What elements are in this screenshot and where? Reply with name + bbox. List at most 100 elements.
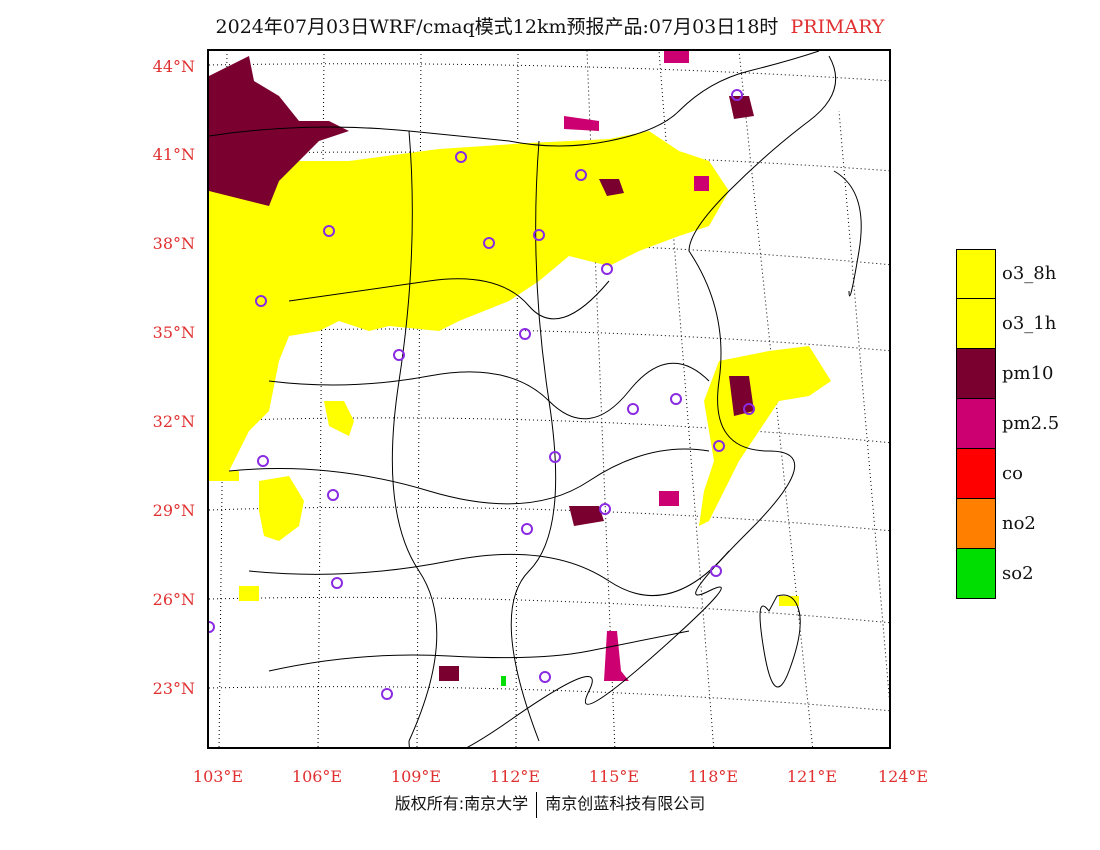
- station-marker: [710, 565, 722, 577]
- legend-swatch-pm25: [956, 399, 996, 449]
- boundary-vertical-1: [391, 130, 438, 742]
- pm25-areas: [564, 51, 709, 681]
- lat-label-38: 38°N: [152, 234, 195, 253]
- lon-label-118: 118°E: [687, 767, 739, 786]
- boundary-yangtze: [228, 448, 710, 505]
- o3-area-central-small: [324, 401, 354, 436]
- lat-label-44: 44°N: [152, 57, 195, 76]
- lon-label-103: 103°E: [192, 767, 244, 786]
- forecast-map: [209, 51, 889, 747]
- station-marker: [549, 451, 561, 463]
- title-tag: PRIMARY: [790, 16, 885, 38]
- station-marker: [731, 89, 743, 101]
- meridian-106: [317, 51, 325, 747]
- station-marker: [483, 237, 495, 249]
- station-marker: [601, 263, 613, 275]
- station-markers: [209, 89, 755, 700]
- station-marker: [327, 489, 339, 501]
- boundary-south: [248, 550, 730, 596]
- o3-area-north: [209, 131, 729, 471]
- lon-label-124: 124°E: [877, 767, 929, 786]
- boundary-korea: [833, 170, 862, 297]
- legend-label: so2: [1002, 563, 1034, 584]
- parallel-35: [209, 328, 889, 352]
- boundary-coast: [408, 55, 837, 747]
- lon-label-106: 106°E: [291, 767, 343, 786]
- legend-label: co: [1002, 463, 1023, 484]
- station-marker: [323, 225, 335, 237]
- legend-label: no2: [1002, 513, 1036, 534]
- lat-label-29: 29°N: [152, 501, 195, 520]
- boundary-yellow-river: [288, 278, 610, 320]
- pm10-areas: [209, 56, 754, 681]
- o3-area-southwest: [259, 476, 304, 541]
- lat-label-35: 35°N: [152, 323, 195, 342]
- meridian-103: [218, 51, 228, 747]
- legend-swatch-so2: [956, 549, 996, 599]
- pm10-area-northwest: [209, 56, 349, 206]
- pm25-area-hebei: [564, 116, 599, 131]
- meridian-112: [515, 51, 519, 747]
- station-marker: [255, 295, 267, 307]
- legend-label: pm10: [1002, 363, 1054, 384]
- legend-swatch-co: [956, 449, 996, 499]
- parallel-32: [209, 417, 889, 444]
- station-marker: [713, 440, 725, 452]
- meridian-109: [416, 51, 422, 747]
- station-marker: [393, 349, 405, 361]
- station-marker: [533, 229, 545, 241]
- lon-label-112: 112°E: [489, 767, 541, 786]
- lon-label-109: 109°E: [390, 767, 442, 786]
- lon-label-115: 115°E: [588, 767, 640, 786]
- parallel-23: [209, 686, 889, 712]
- station-marker: [743, 403, 755, 415]
- meridian-124: [838, 110, 889, 701]
- station-marker: [257, 455, 269, 467]
- lat-label-26: 26°N: [152, 590, 195, 609]
- lat-label-41: 41°N: [152, 145, 195, 164]
- pm10-area-northeast: [729, 96, 754, 119]
- title-main: 2024年07月03日WRF/cmaq模式12km预报产品:07月03日18时: [215, 16, 779, 38]
- legend-label: pm2.5: [1002, 413, 1060, 434]
- legend-label: o3_8h: [1002, 263, 1057, 284]
- station-marker: [455, 151, 467, 163]
- legend-swatch-pm10: [956, 349, 996, 399]
- station-marker: [381, 688, 393, 700]
- legend-swatch-no2: [956, 499, 996, 549]
- parallel-26: [209, 596, 889, 624]
- pm25-area-jiangxi: [659, 491, 679, 506]
- pm10-area-jiangnan: [569, 506, 604, 526]
- pm10-area-guangxi: [439, 666, 459, 681]
- lon-label-121: 121°E: [786, 767, 838, 786]
- o3-area-south-small: [239, 586, 259, 601]
- station-marker: [519, 328, 531, 340]
- station-marker: [627, 403, 639, 415]
- station-marker: [599, 503, 611, 515]
- lat-label-32: 32°N: [152, 412, 195, 431]
- o3-areas: [209, 131, 831, 606]
- o3-area-taiwan: [779, 596, 799, 606]
- pm25-area-top: [664, 51, 689, 63]
- o3-area-west-strip: [209, 471, 239, 481]
- o3-area-east: [699, 346, 831, 526]
- pm25-area-guangdong: [604, 631, 629, 681]
- parallel-44: [209, 63, 889, 82]
- station-marker: [575, 169, 587, 181]
- province-boundaries: [209, 51, 862, 747]
- legend-swatch-o3-8h: [956, 249, 996, 299]
- station-marker: [209, 621, 215, 633]
- parallel-29: [209, 506, 889, 532]
- pm25-area-tianjin: [694, 176, 709, 191]
- station-marker: [331, 577, 343, 589]
- station-marker: [539, 671, 551, 683]
- legend-swatch-o3-1h: [956, 299, 996, 349]
- station-marker: [521, 523, 533, 535]
- lat-label-23: 23°N: [152, 679, 195, 698]
- boundary-taiwan: [759, 594, 801, 688]
- station-marker: [670, 393, 682, 405]
- boundary-guangxi: [268, 630, 690, 672]
- pm10-area-shanghai: [729, 376, 754, 416]
- footer-left: 版权所有:南京大学: [394, 794, 529, 813]
- pm10-area-beijing: [599, 179, 624, 196]
- footer-right: 南京创蓝科技有限公司: [545, 794, 706, 813]
